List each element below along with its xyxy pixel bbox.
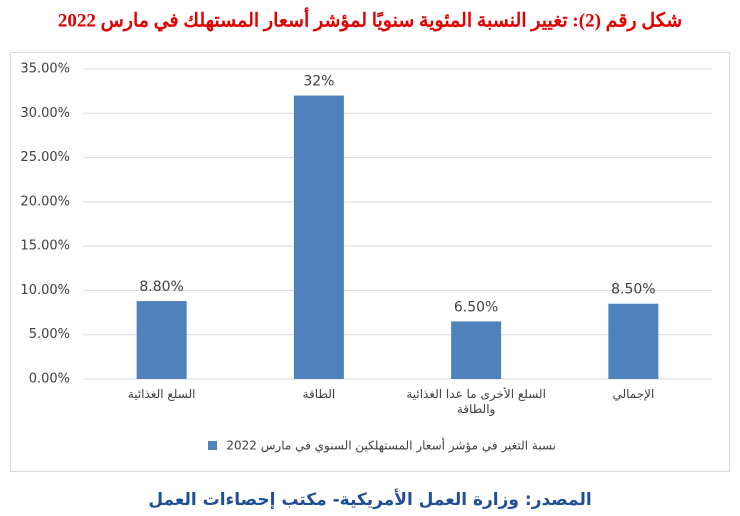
source: المصدر: وزارة العمل الأمريكية- مكتب إحصا… [148, 489, 591, 510]
bar [293, 95, 344, 380]
y-tick-label: 15.00% [20, 239, 70, 254]
y-tick-label: 30.00% [20, 106, 70, 121]
bar [451, 321, 502, 379]
data-label: 8.80% [139, 279, 183, 295]
bar [608, 303, 659, 379]
x-tick-label-box: السلع الأخرى ما عدا الغذائية والطاقة [406, 387, 546, 416]
x-tick-label: الإجمالي [612, 387, 655, 401]
y-tick-label: 0.00% [29, 372, 70, 387]
chart-title: شكل رقم (2): تغيير النسبة المئوية سنويًا… [58, 6, 682, 32]
data-label: 32% [303, 74, 334, 90]
y-tick-label: 25.00% [20, 150, 70, 165]
data-label: 6.50% [454, 299, 498, 315]
legend-label: نسبة التغير في مؤشر أسعار المستهلكين الس… [226, 438, 556, 454]
x-tick-label-box: الإجمالي [612, 387, 655, 401]
y-tick-label: 5.00% [29, 327, 70, 342]
x-tick-label: السلع الأخرى ما عدا الغذائية والطاقة [406, 387, 546, 416]
x-tick-label-box: السلع الغذائية [127, 387, 196, 401]
x-tick-label: السلع الغذائية [127, 387, 196, 401]
bar [136, 301, 187, 379]
chart-frame [10, 52, 730, 472]
y-tick-label: 35.00% [20, 62, 70, 77]
x-tick-label: الطاقة [302, 387, 336, 401]
y-tick-label: 20.00% [20, 194, 70, 209]
legend-swatch [208, 441, 217, 450]
data-label: 8.50% [611, 282, 655, 298]
y-tick-label: 10.00% [20, 283, 70, 298]
x-tick-label-box: الطاقة [302, 387, 336, 401]
